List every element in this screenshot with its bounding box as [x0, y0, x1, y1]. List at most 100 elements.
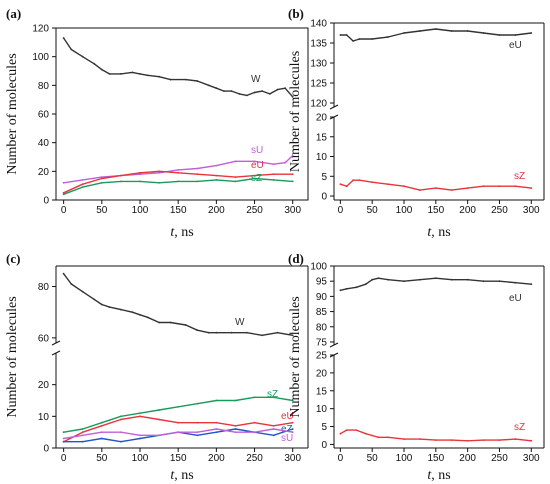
chart-panel-b: 0 50 100 150 200 250 300 120 125 130 135 140 0 5 10 15 2…: [288, 6, 545, 240]
x-tick-label: 0: [338, 453, 344, 464]
data-point-sZ: [139, 180, 141, 183]
data-point-W: [139, 313, 141, 316]
y-tick-label: 0: [43, 196, 49, 207]
y-tick-label: 100: [310, 262, 327, 273]
data-point-sU: [120, 431, 122, 434]
data-point-eU: [387, 278, 389, 281]
data-point-W: [261, 334, 264, 337]
data-point-W: [207, 331, 210, 334]
x-tick-label: 100: [132, 453, 149, 464]
data-point-W: [100, 303, 103, 306]
y-tick-label: 10: [316, 152, 328, 163]
data-point-sU: [234, 431, 237, 434]
data-point-W: [215, 87, 218, 90]
x-tick-label: 250: [491, 453, 508, 464]
data-point-eU: [434, 277, 437, 280]
data-point-eU: [272, 173, 275, 176]
data-point-sZ: [120, 180, 122, 183]
data-point-eU: [498, 280, 501, 283]
data-point-sU: [215, 164, 218, 167]
x-axis-label: t, ns: [427, 468, 450, 483]
data-point-sZ: [234, 399, 237, 402]
data-point-sZ: [100, 181, 103, 184]
data-point-sZ: [62, 431, 65, 434]
y-axis-label: Number of molecules: [288, 296, 303, 417]
series-line-eU: [340, 277, 532, 291]
data-point-eZ: [139, 437, 141, 440]
data-point-W: [246, 331, 248, 334]
y-tick-label: 130: [310, 59, 327, 70]
data-point-sZ: [81, 186, 84, 189]
data-point-eU: [196, 173, 199, 176]
data-point-sU: [284, 161, 286, 164]
data-point-eU: [139, 171, 141, 174]
data-point-sZ: [272, 179, 275, 181]
x-tick-label: 0: [61, 205, 67, 216]
data-point-sZ: [339, 432, 342, 435]
data-point-eU: [514, 281, 517, 284]
data-point-sU: [253, 431, 256, 434]
y-tick-label: 20: [38, 380, 50, 391]
data-point-sU: [272, 163, 275, 166]
x-tick-label: 200: [459, 205, 476, 216]
data-point-sZ: [345, 429, 348, 431]
data-point-eU: [158, 170, 161, 173]
y-tick-label: 85: [316, 307, 328, 318]
data-point-sU: [253, 160, 256, 163]
chart-panel-c: 0 50 100 150 200 250 300 60 80 0 10 20 t, ns Number o…: [5, 251, 309, 483]
data-point-eU: [377, 277, 380, 280]
data-point-sZ: [81, 428, 84, 430]
y-tick-label: 80: [316, 322, 328, 333]
data-point-sZ: [177, 180, 180, 183]
data-point-W: [108, 73, 111, 75]
axis-break-mark: [51, 350, 61, 356]
data-point-W: [291, 334, 294, 337]
data-point-W: [196, 80, 199, 82]
data-point-eU: [196, 421, 199, 424]
data-point-W: [158, 321, 161, 324]
x-tick-label: 100: [396, 453, 413, 464]
data-point-sZ: [530, 187, 533, 190]
y-tick-label: 40: [38, 138, 50, 149]
data-point-sU: [100, 176, 103, 179]
data-point-sZ: [482, 439, 485, 441]
axis-break-mark: [329, 342, 339, 348]
data-point-eU: [345, 34, 348, 36]
data-point-eU: [482, 280, 485, 283]
data-point-sU: [291, 154, 294, 157]
data-point-sZ: [364, 432, 367, 435]
data-point-sZ: [253, 177, 256, 180]
y-tick-label: 10: [316, 404, 328, 415]
data-point-sZ: [434, 187, 437, 190]
data-point-W: [291, 95, 294, 98]
data-point-sU: [272, 428, 275, 430]
data-point-eU: [352, 40, 354, 42]
data-point-sZ: [253, 396, 256, 399]
y-axis-label: Number of molecules: [288, 51, 303, 172]
chart-panel-d: 0 50 100 150 200 250 300 75 80 85 90 95 100 0 5 10 15 20 2…: [288, 251, 545, 483]
data-point-eU: [177, 421, 180, 424]
x-tick-label: 100: [132, 205, 149, 216]
data-point-sZ: [482, 185, 485, 188]
y-tick-label: 15: [316, 386, 328, 397]
data-point-W: [215, 331, 218, 334]
x-tick-label: 250: [246, 205, 263, 216]
x-tick-label: 300: [284, 453, 301, 464]
data-point-sZ: [466, 439, 469, 442]
y-tick-label: 0: [43, 444, 49, 455]
data-point-W: [93, 298, 96, 301]
x-tick-label: 300: [284, 205, 301, 216]
x-tick-label: 150: [170, 205, 187, 216]
data-point-eU: [364, 283, 367, 286]
data-point-W: [276, 331, 279, 334]
data-point-W: [62, 272, 65, 275]
data-point-sU: [196, 431, 199, 434]
y-tick-label: 95: [316, 277, 328, 288]
data-point-sZ: [371, 181, 374, 184]
data-point-W: [146, 316, 149, 319]
data-point-W: [158, 75, 161, 78]
y-tick-label: 120: [310, 99, 327, 110]
data-point-sZ: [158, 409, 161, 411]
series-line-eU: [340, 28, 532, 42]
data-point-W: [238, 93, 241, 95]
